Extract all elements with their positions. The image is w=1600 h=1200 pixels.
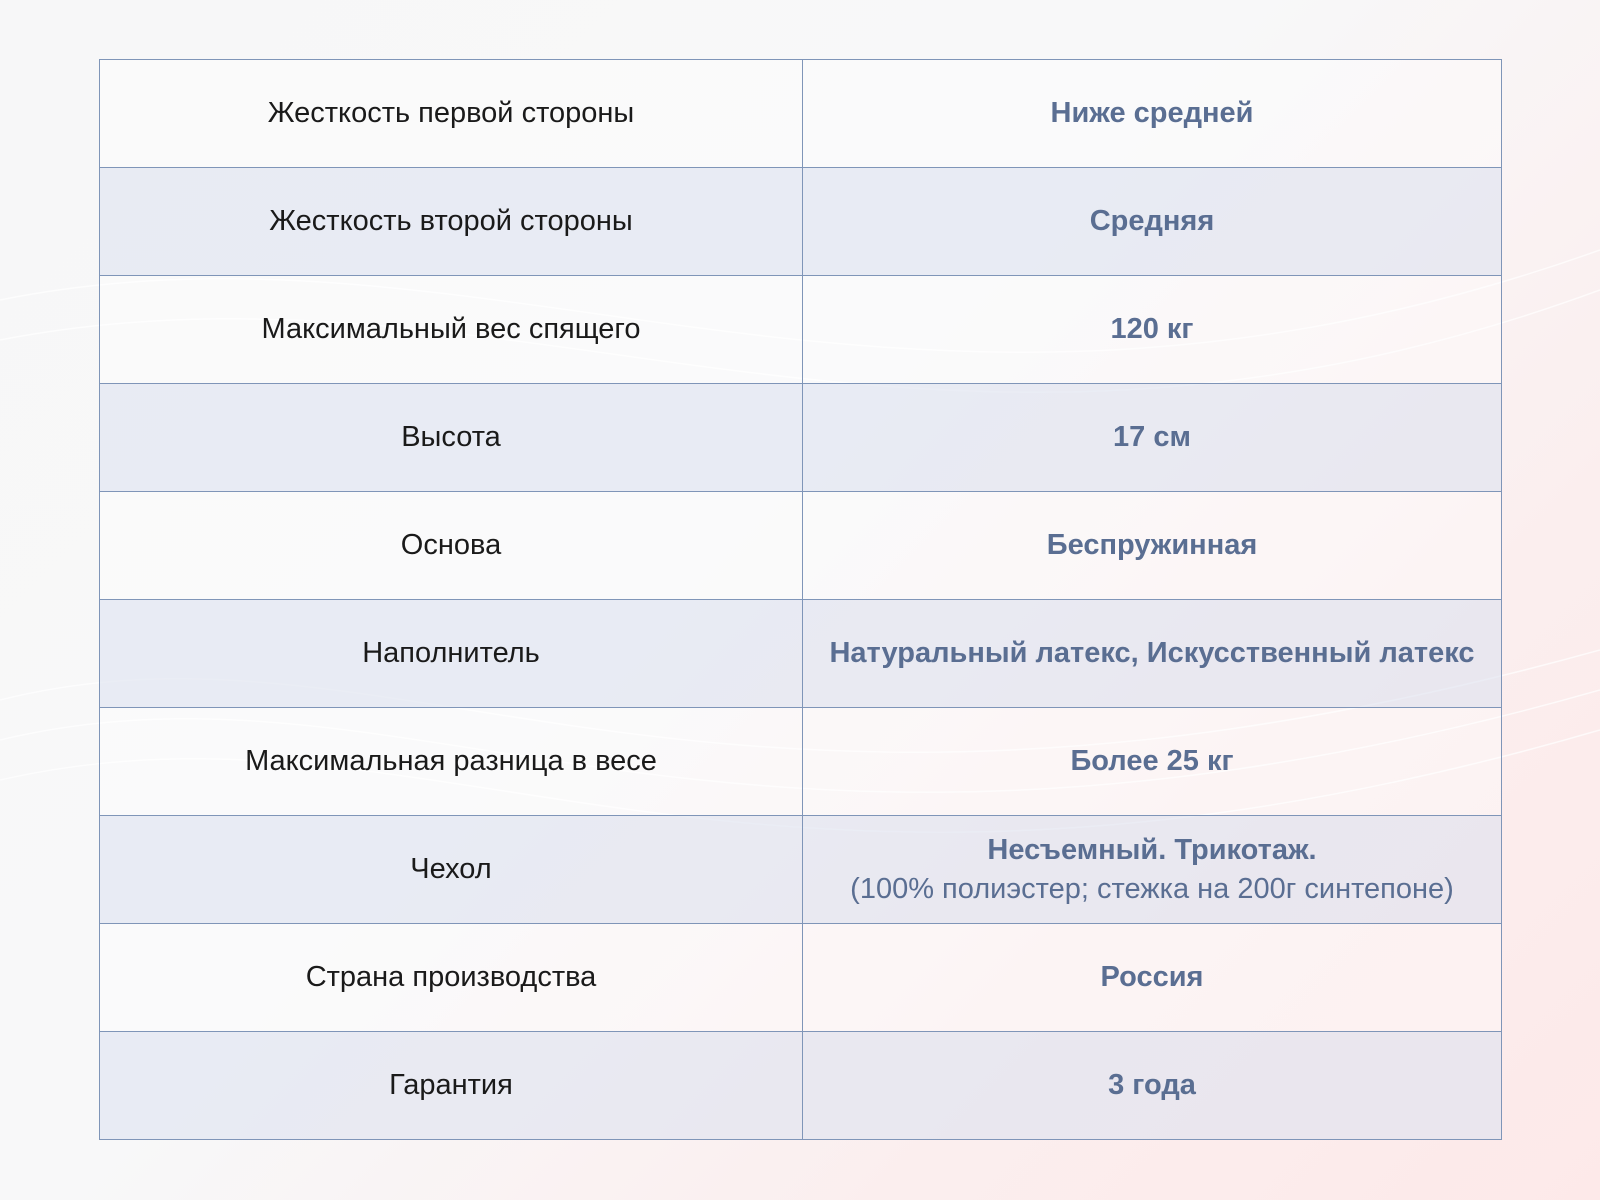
spec-label: Максимальный вес спящего [99, 275, 803, 384]
spec-value-cell: Ниже средней [802, 59, 1502, 168]
table-row: Основа Беспружинная [99, 491, 1502, 600]
spec-value: Средняя [1089, 205, 1215, 237]
spec-label: Высота [99, 383, 803, 492]
spec-value-cell: Более 25 кг [802, 707, 1502, 816]
spec-value: 17 см [1113, 421, 1191, 453]
spec-value-cell: Россия [802, 923, 1502, 1032]
spec-value-cell: 3 года [802, 1031, 1502, 1140]
spec-value-cell: Натуральный латекс, Искусственный латекс [802, 599, 1502, 708]
spec-value: Россия [1100, 961, 1204, 993]
spec-value: Ниже средней [1050, 97, 1254, 129]
spec-label: Жесткость первой стороны [99, 59, 803, 168]
table-row: Высота 17 см [99, 383, 1502, 492]
table-row: Жесткость первой стороны Ниже средней [99, 59, 1502, 168]
table-row: Чехол Несъемный. Трикотаж. (100% полиэстер… [99, 815, 1502, 924]
spec-value: 120 кг [1110, 313, 1194, 345]
specs-table: Жесткость первой стороны Ниже средней Жест… [99, 59, 1502, 1140]
spec-value: Несъемный. Трикотаж. [987, 833, 1317, 866]
spec-label: Максимальная разница в весе [99, 707, 803, 816]
table-row: Максимальная разница в весе Более 25 кг [99, 707, 1502, 816]
spec-value: Натуральный латекс, Искусственный латекс [829, 637, 1475, 669]
spec-value-cell: Несъемный. Трикотаж. (100% полиэстер; сте… [802, 815, 1502, 924]
spec-label: Основа [99, 491, 803, 600]
spec-value-cell: Беспружинная [802, 491, 1502, 600]
spec-value: 3 года [1108, 1069, 1196, 1101]
spec-label: Гарантия [99, 1031, 803, 1140]
spec-value: Беспружинная [1046, 529, 1258, 561]
spec-label: Страна производства [99, 923, 803, 1032]
spec-value-cell: Средняя [802, 167, 1502, 276]
table-row: Жесткость второй стороны Средняя [99, 167, 1502, 276]
spec-value-cell: 120 кг [802, 275, 1502, 384]
spec-label: Чехол [99, 815, 803, 924]
spec-label: Наполнитель [99, 599, 803, 708]
table-row: Наполнитель Натуральный латекс, Искусстве… [99, 599, 1502, 708]
spec-value-cell: 17 см [802, 383, 1502, 492]
spec-label: Жесткость второй стороны [99, 167, 803, 276]
table-row: Максимальный вес спящего 120 кг [99, 275, 1502, 384]
table-row: Страна производства Россия [99, 923, 1502, 1032]
table-row: Гарантия 3 года [99, 1031, 1502, 1140]
spec-note: (100% полиэстер; стежка на 200г синтепон… [850, 872, 1454, 905]
spec-value: Более 25 кг [1070, 745, 1234, 777]
